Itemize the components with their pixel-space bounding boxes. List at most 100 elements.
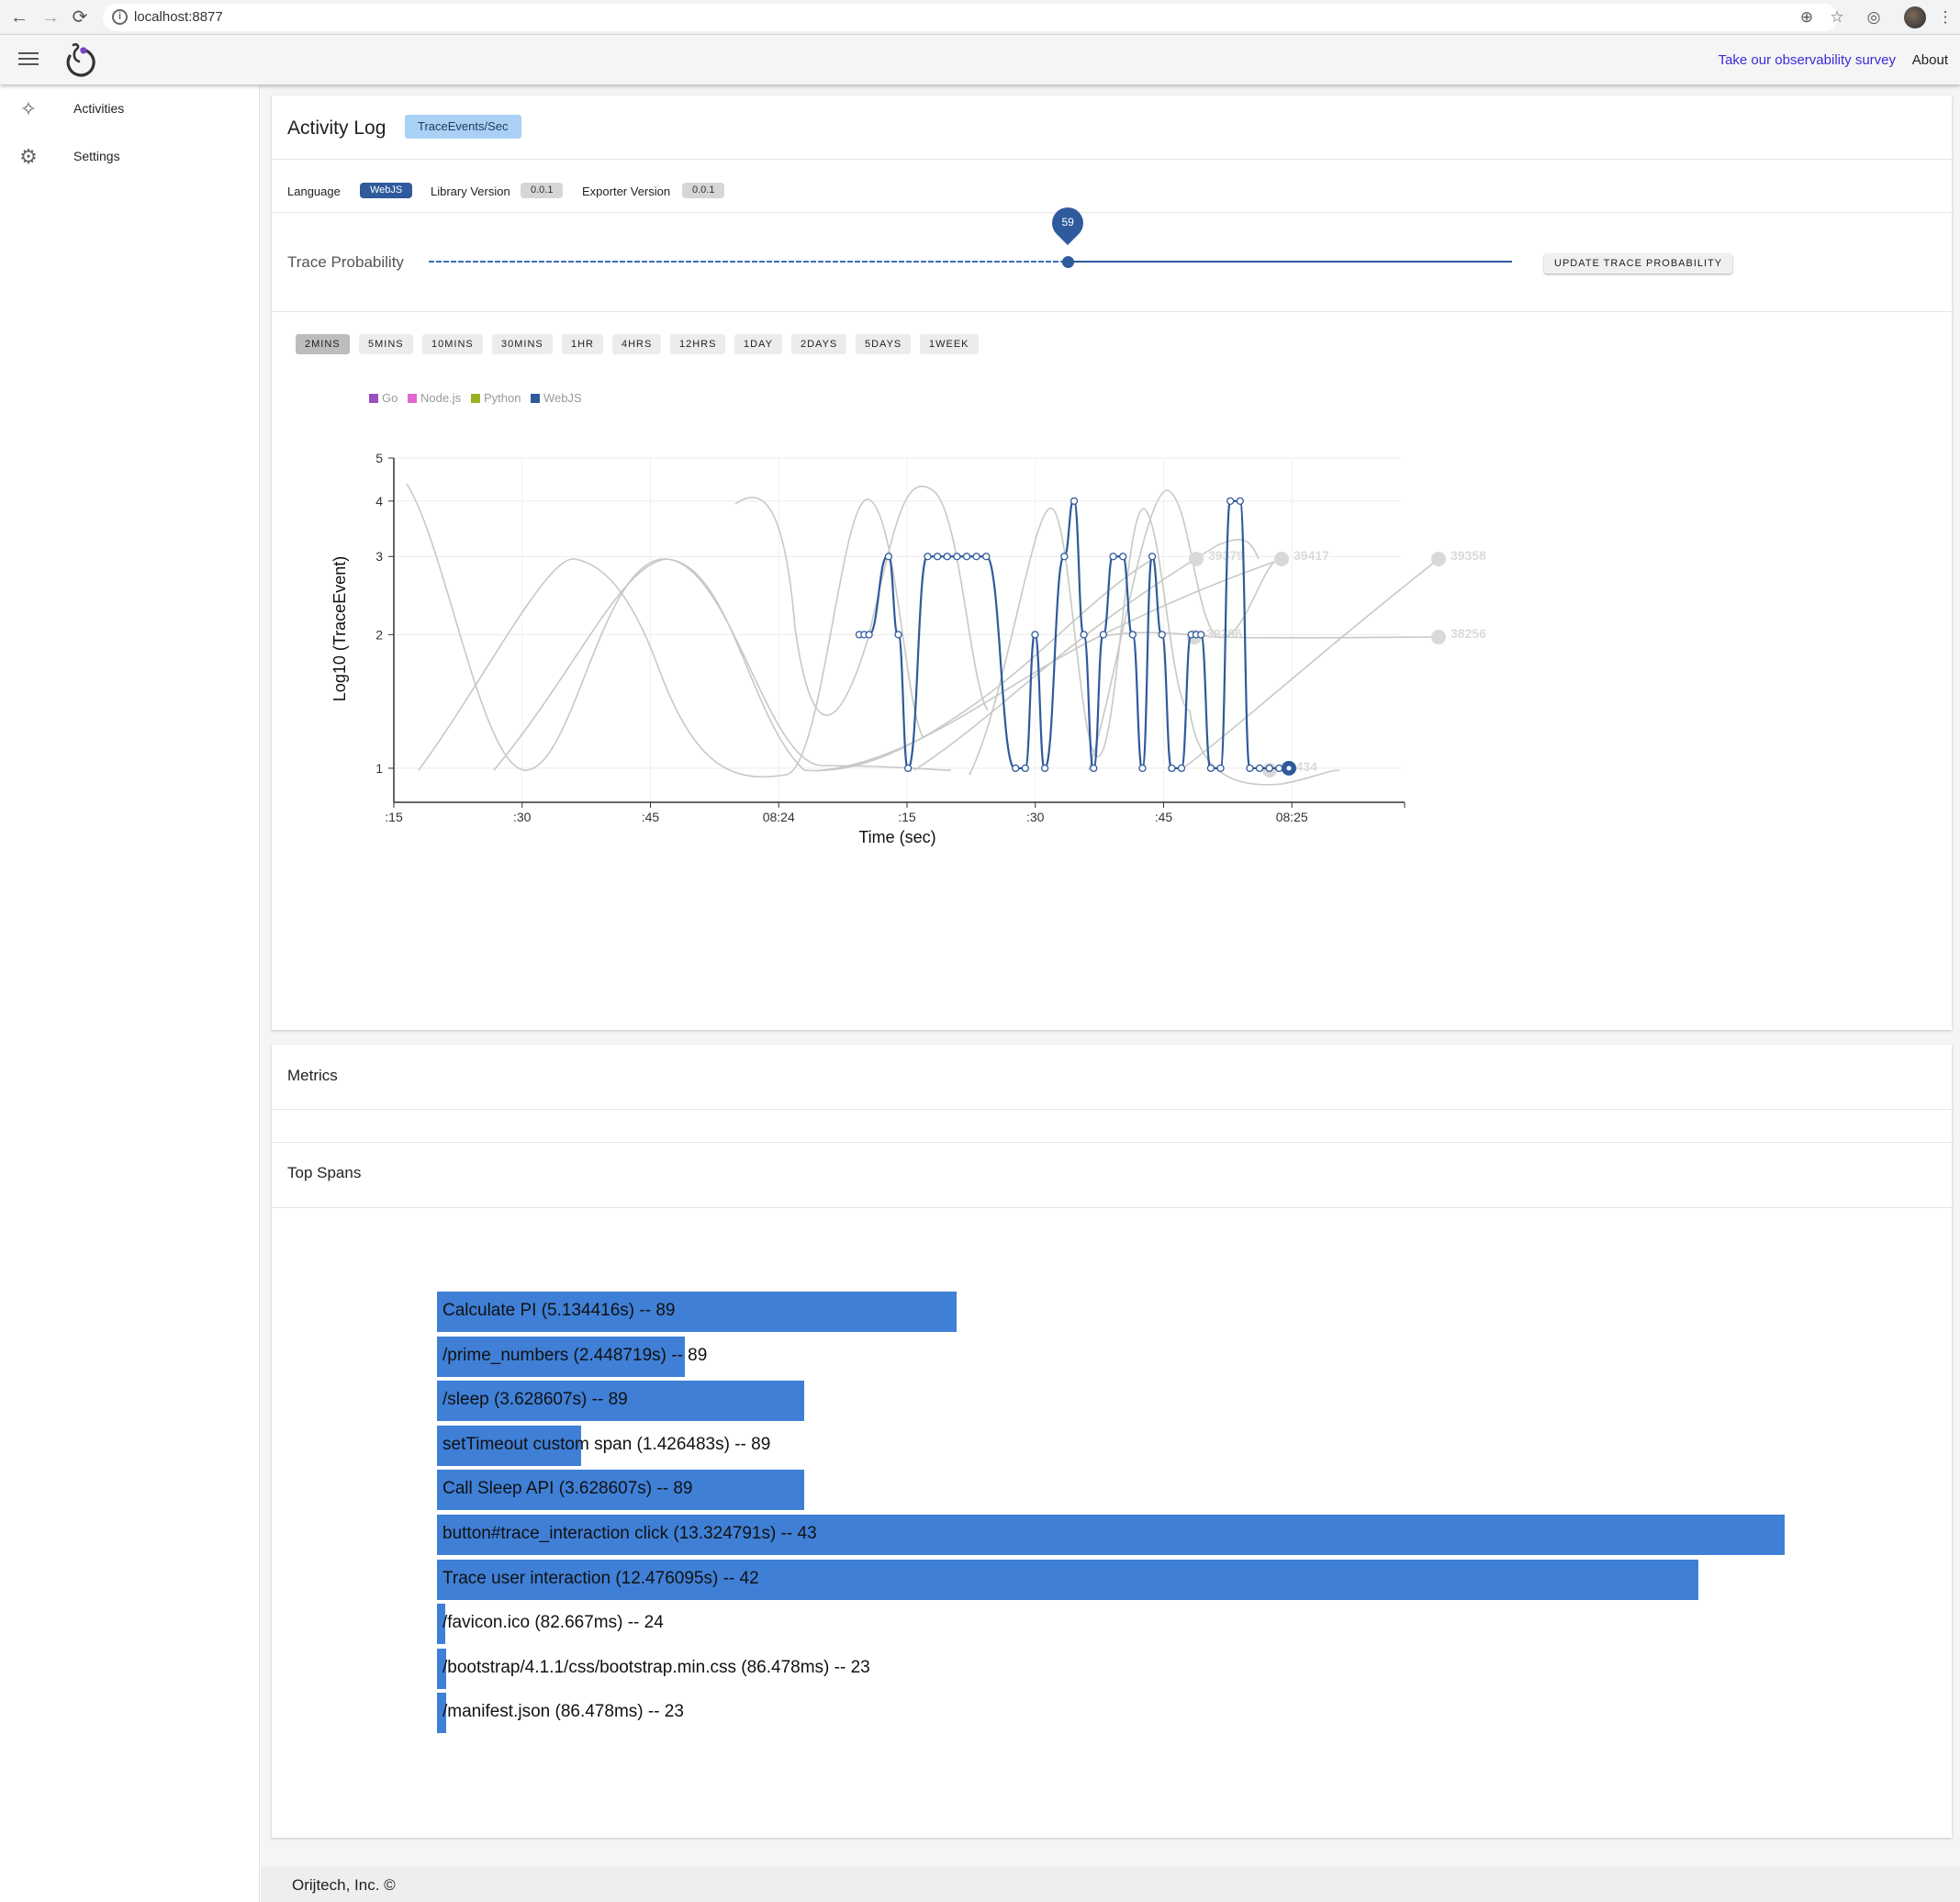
span-bar [437,1425,582,1466]
range-button-2days[interactable]: 2DAYS [791,334,847,354]
legend-swatch [471,394,480,403]
webjs-data-point [1090,764,1098,773]
address-url: localhost:8877 [134,9,223,25]
browser-toolbar: ← → ⟳ i localhost:8877 ⊕ ☆ ◎ ⋮ [0,0,1960,35]
webjs-data-point [1031,631,1039,639]
about-link[interactable]: About [1911,52,1948,68]
faded-series-line [1180,558,1439,771]
span-label: /prime_numbers (2.448719s) -- 89 [442,1345,708,1365]
span-bar [437,1470,804,1511]
language-label: Language [287,185,341,198]
faded-series-line [1097,632,1439,639]
span-label: /favicon.ico (82.667ms) -- 24 [442,1613,664,1633]
x-tick-label: :45 [642,810,660,824]
span-label: Call Sleep API (3.628607s) -- 89 [442,1479,693,1499]
update-trace-probability-button[interactable]: UPDATE TRACE PROBABILITY [1544,253,1733,274]
span-bar [437,1693,446,1734]
more-menu-icon[interactable]: ⋮ [1937,8,1954,26]
webjs-latest-point-center [1286,766,1292,771]
range-button-2mins[interactable]: 2MINS [296,334,350,354]
legend-item[interactable]: Node.js [408,391,461,405]
legend-item[interactable]: Python [471,391,521,405]
divider [272,1207,1952,1208]
span-bar [437,1336,685,1377]
sidebar-item-settings[interactable]: ⚙ Settings [0,132,260,180]
webjs-data-point [1236,497,1244,505]
range-button-12hrs[interactable]: 12HRS [670,334,726,354]
logo-icon[interactable] [61,40,97,79]
range-button-1week[interactable]: 1WEEK [920,334,979,354]
x-tick-label: 08:25 [1276,810,1308,824]
extension-icon[interactable]: ◎ [1866,8,1881,26]
gear-icon: ⚙ [19,145,38,168]
site-info-icon[interactable]: i [112,9,128,25]
exporter-version-badge: 0.0.1 [682,183,725,198]
span-bar [437,1381,804,1422]
profile-avatar[interactable] [1904,6,1926,28]
library-info-row: Language WebJS Library Version 0.0.1 Exp… [272,160,1952,213]
span-bar [437,1559,1699,1600]
webjs-data-point [1080,631,1088,639]
legend-swatch [408,394,417,403]
y-tick-label: 5 [375,451,383,465]
legend-item[interactable]: Go [369,391,398,405]
star-icon[interactable]: ☆ [1830,8,1844,26]
sidebar-item-label: Activities [73,101,125,116]
webjs-data-point [982,553,991,561]
legend-swatch [531,394,540,403]
survey-link[interactable]: Take our observability survey [1718,52,1896,68]
faded-series-line [734,485,989,716]
webjs-data-point [933,553,942,561]
range-button-1day[interactable]: 1DAY [734,334,782,354]
faded-series-label: 39358 [1450,548,1486,563]
faded-series-label: 39296 [1206,626,1242,641]
webjs-data-point [1138,764,1147,773]
x-tick-label: :30 [513,810,532,824]
range-button-30mins[interactable]: 30MINS [492,334,553,354]
range-button-1hr[interactable]: 1HR [562,334,604,354]
library-version-badge: 0.0.1 [521,183,564,198]
webjs-data-point [865,631,873,639]
webjs-data-point [953,553,961,561]
x-axis-label: Time (sec) [858,828,935,846]
hamburger-menu-icon[interactable] [18,50,39,70]
faded-series-marker [1431,630,1446,644]
span-label: setTimeout custom span (1.426483s) -- 89 [442,1434,771,1454]
trace-probability-slider[interactable] [429,261,1512,263]
sidebar-item-label: Settings [73,149,120,163]
faded-series-line [913,538,1260,771]
legend-item[interactable]: WebJS [531,391,582,405]
webjs-data-point [1168,764,1176,773]
y-tick-label: 1 [375,761,383,776]
webjs-data-point [1021,764,1029,773]
faded-series-line [1189,710,1340,786]
span-bar [437,1604,446,1645]
reload-icon[interactable]: ⟳ [72,7,88,28]
page-title: Activity Log [287,117,386,139]
range-button-4hrs[interactable]: 4HRS [612,334,662,354]
activity-log-card: Activity Log TraceEvents/Sec Language We… [272,95,1952,1030]
webjs-data-point [1206,764,1215,773]
webjs-data-point [1148,553,1157,561]
metrics-card: Metrics Top Spans Calculate PI (5.134416… [272,1045,1952,1838]
y-tick-label: 2 [375,627,383,642]
span-label: Calculate PI (5.134416s) -- 89 [442,1301,676,1320]
range-button-10mins[interactable]: 10MINS [422,334,483,354]
faded-series-marker [1431,552,1446,566]
webjs-data-point [1060,553,1069,561]
span-label: button#trace_interaction click (13.32479… [442,1524,817,1543]
address-bar[interactable]: i localhost:8877 [103,4,1838,31]
range-button-5days[interactable]: 5DAYS [856,334,912,354]
faded-series-line [969,508,1191,776]
sidebar-item-activities[interactable]: ✧ Activities [0,84,260,132]
rate-chip[interactable]: TraceEvents/Sec [405,115,521,139]
top-spans-title: Top Spans [287,1164,362,1181]
faded-series-line [418,498,924,778]
webjs-data-point [1099,631,1108,639]
back-arrow-icon[interactable]: ← [10,7,28,28]
range-button-5mins[interactable]: 5MINS [359,334,413,354]
zoom-icon[interactable]: ⊕ [1799,8,1814,26]
slider-thumb[interactable] [1061,256,1074,268]
legend-label: Node.js [420,391,462,405]
forward-arrow-icon[interactable]: → [41,7,60,28]
